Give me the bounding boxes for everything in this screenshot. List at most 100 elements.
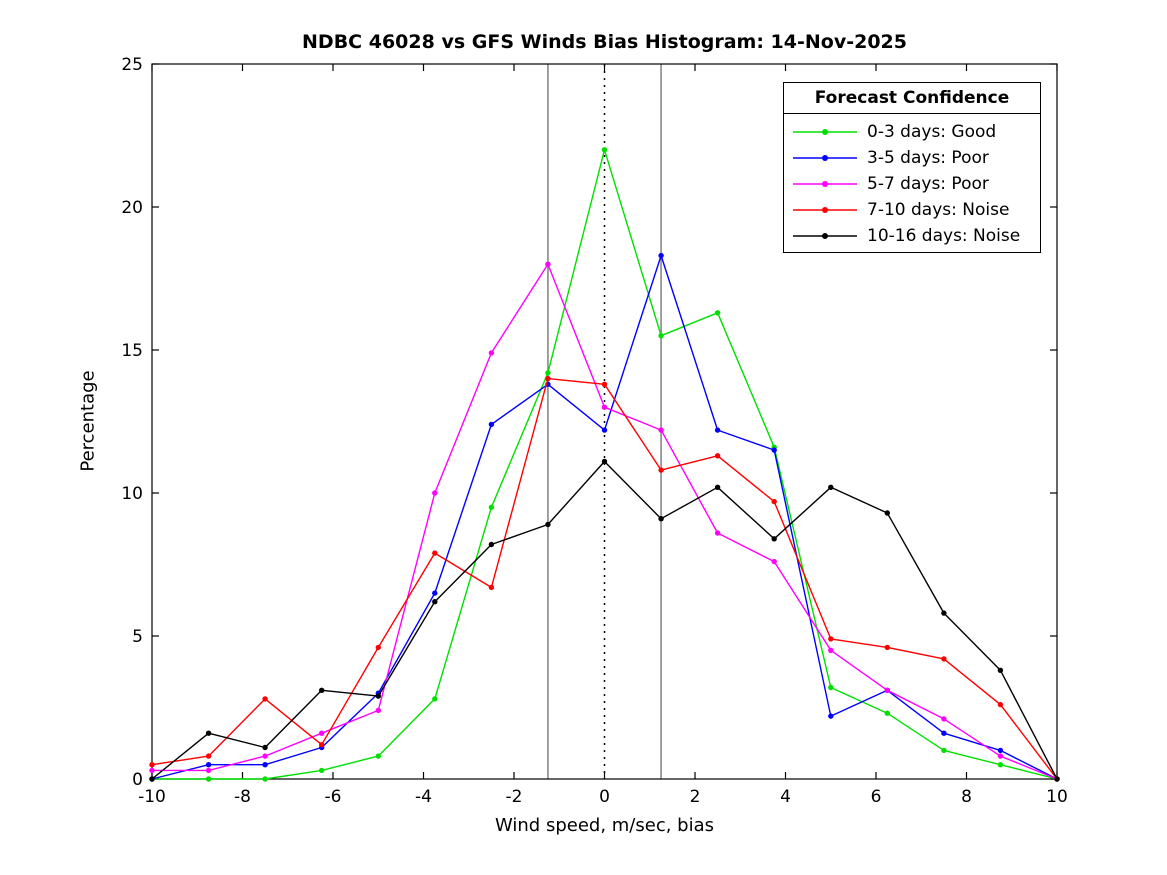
data-point xyxy=(375,707,381,714)
data-point xyxy=(771,447,777,453)
series-line xyxy=(151,460,1058,780)
data-point xyxy=(205,776,212,782)
data-point xyxy=(375,644,381,651)
data-point xyxy=(375,753,381,759)
x-tick-label--8: -8 xyxy=(234,787,251,807)
data-point xyxy=(262,744,268,751)
data-point xyxy=(658,252,664,259)
data-point xyxy=(319,730,325,736)
data-point xyxy=(601,381,608,387)
data-point xyxy=(262,762,268,768)
legend-line-sample xyxy=(793,129,857,135)
y-tick-label-20: 20 xyxy=(121,198,143,218)
legend-label: 10-16 days: Noise xyxy=(867,226,1021,246)
y-tick-label-10: 10 xyxy=(121,484,143,504)
data-point xyxy=(941,656,947,662)
series-7-10-days-noise xyxy=(149,375,1060,782)
data-point xyxy=(262,753,268,759)
data-point xyxy=(828,647,834,653)
legend-box: Forecast Confidence 0-3 days: Good 3-5 da… xyxy=(783,82,1041,253)
data-point xyxy=(658,467,664,473)
data-point xyxy=(149,767,155,774)
y-tick-label-0: 0 xyxy=(132,770,143,790)
x-tick-label--6: -6 xyxy=(325,787,342,807)
data-point xyxy=(828,636,834,642)
data-point xyxy=(205,762,212,768)
data-point xyxy=(601,427,608,433)
data-point xyxy=(545,261,551,267)
data-point xyxy=(432,590,438,596)
data-point xyxy=(884,710,890,716)
data-point xyxy=(997,753,1004,759)
data-point xyxy=(997,747,1004,754)
legend-item-10-16-days-noise: 10-16 days: Noise xyxy=(793,223,1040,249)
data-point xyxy=(601,458,608,465)
data-point xyxy=(262,696,268,702)
data-point xyxy=(658,516,664,522)
data-point xyxy=(319,742,325,748)
data-point xyxy=(997,762,1004,768)
data-point xyxy=(941,730,947,736)
data-point xyxy=(714,310,721,316)
data-point xyxy=(941,716,947,722)
x-tick-label-2: 2 xyxy=(690,787,701,807)
series-line xyxy=(151,254,1058,780)
y-tick-label-15: 15 xyxy=(121,341,143,361)
data-point xyxy=(319,767,325,774)
y-tick-label-5: 5 xyxy=(132,627,143,647)
chart-title: NDBC 46028 vs GFS Winds Bias Histogram: … xyxy=(302,31,907,53)
data-point xyxy=(488,350,495,356)
data-point xyxy=(601,147,608,153)
data-point xyxy=(601,404,608,410)
y-axis-label: Percentage xyxy=(77,370,99,472)
x-tick-label-0: 0 xyxy=(599,787,610,807)
data-point xyxy=(545,521,551,528)
legend-label: 5-7 days: Poor xyxy=(867,174,989,194)
legend-item-3-5-days-poor: 3-5 days: Poor xyxy=(793,145,1040,171)
data-point xyxy=(205,767,212,774)
data-point xyxy=(771,558,777,565)
legend-item-0-3-days-good: 0-3 days: Good xyxy=(793,119,1040,145)
legend-items: 0-3 days: Good 3-5 days: Poor 5-7 days: Po… xyxy=(784,114,1040,249)
legend-label: 3-5 days: Poor xyxy=(867,148,989,168)
series-0-3-days-good xyxy=(149,147,1060,782)
data-point xyxy=(545,375,551,382)
data-point xyxy=(149,776,155,782)
data-point xyxy=(375,693,381,699)
data-point xyxy=(432,599,438,605)
legend-line-sample xyxy=(793,207,857,213)
data-point xyxy=(1054,776,1060,782)
data-point xyxy=(545,370,551,376)
data-point xyxy=(714,453,721,459)
data-point xyxy=(884,644,890,651)
data-point xyxy=(432,490,438,496)
data-point xyxy=(714,427,721,433)
legend-label: 0-3 days: Good xyxy=(867,122,997,142)
data-point xyxy=(941,610,947,616)
data-point xyxy=(997,701,1004,708)
data-point xyxy=(488,541,495,548)
data-point xyxy=(828,684,834,691)
x-tick-label-6: 6 xyxy=(871,787,882,807)
legend-item-5-7-days-poor: 5-7 days: Poor xyxy=(793,171,1040,197)
data-point xyxy=(828,713,834,719)
legend-item-7-10-days-noise: 7-10 days: Noise xyxy=(793,197,1040,223)
data-point xyxy=(488,421,495,428)
legend-title: Forecast Confidence xyxy=(784,83,1040,114)
data-point xyxy=(771,498,777,505)
data-point xyxy=(714,530,721,536)
data-point xyxy=(319,687,325,693)
data-point xyxy=(205,753,212,759)
x-axis-label: Wind speed, m/sec, bias xyxy=(494,815,714,836)
data-point xyxy=(884,510,890,516)
x-tick-label--4: -4 xyxy=(415,787,432,807)
series-10-16-days-noise xyxy=(149,458,1060,782)
x-tick-label--2: -2 xyxy=(506,787,523,807)
series-5-7-days-poor xyxy=(149,261,1060,782)
series-line xyxy=(151,377,1058,780)
data-point xyxy=(149,762,155,768)
x-tick-label-4: 4 xyxy=(780,787,791,807)
data-point xyxy=(488,504,495,510)
data-point xyxy=(828,484,834,490)
